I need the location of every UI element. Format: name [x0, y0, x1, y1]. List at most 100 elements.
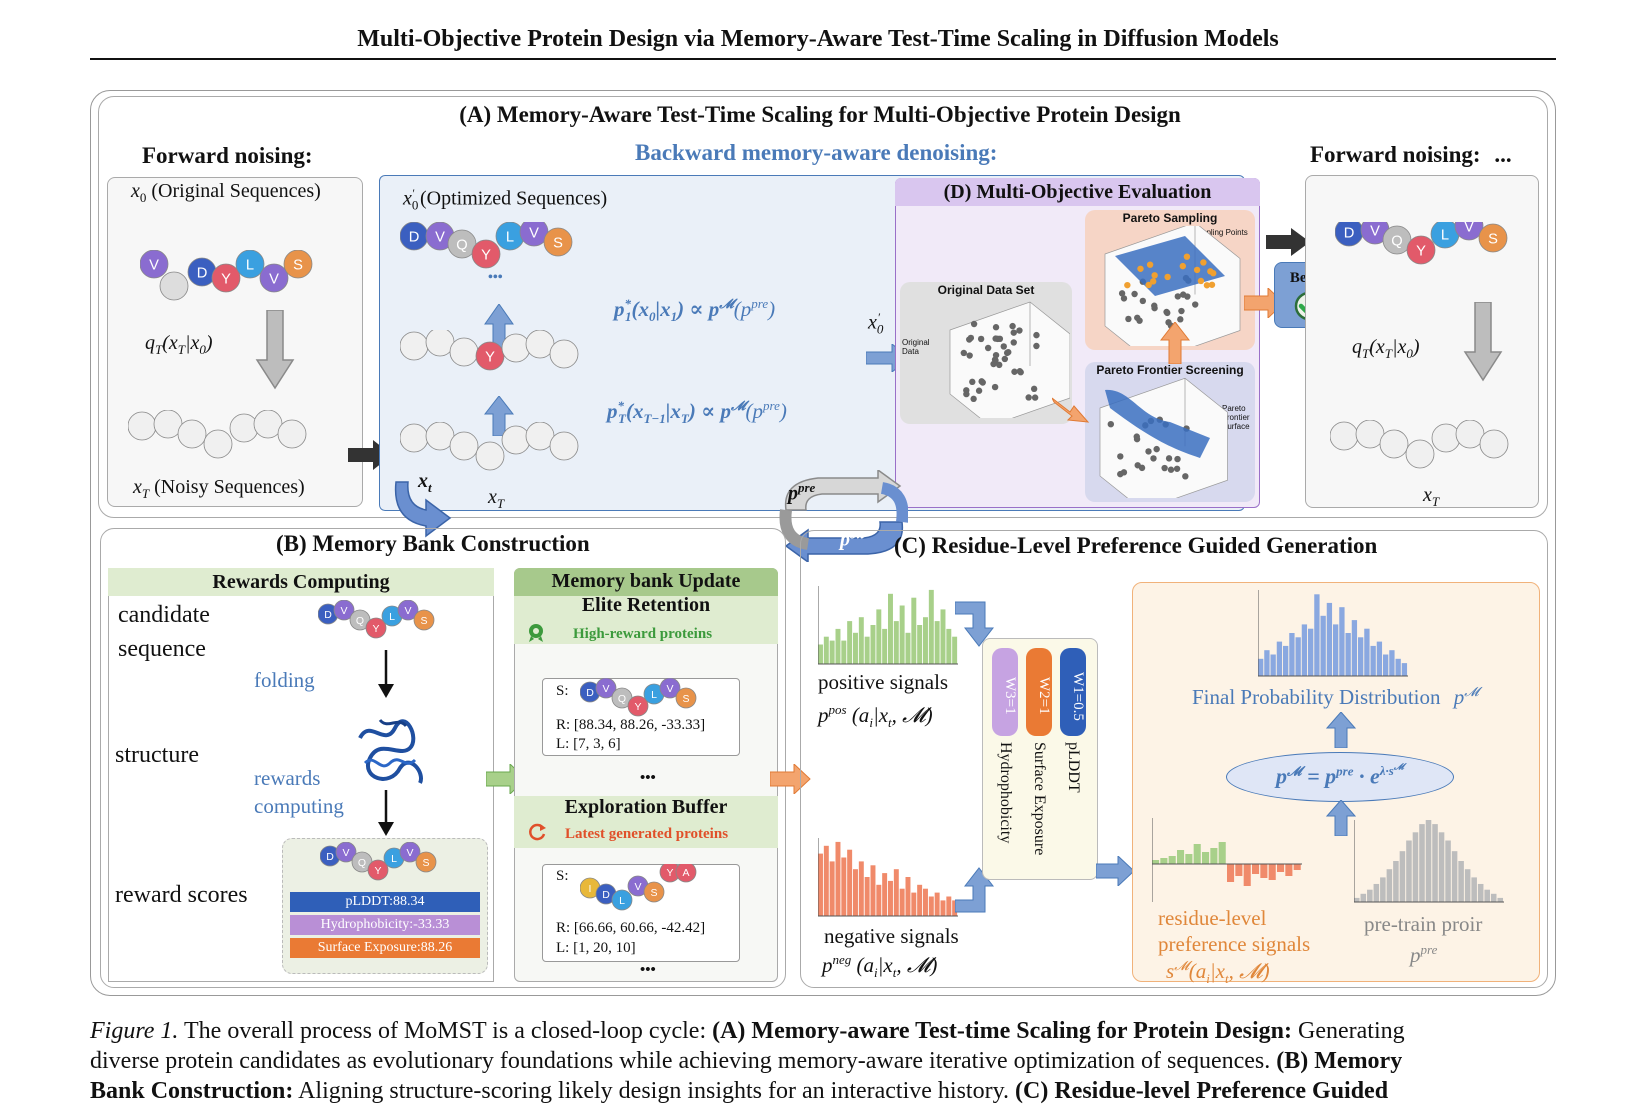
- xT-mid-label: xT: [488, 486, 505, 511]
- panel-b-frame: [100, 528, 786, 988]
- svg-text:Y: Y: [634, 701, 641, 713]
- elite-reward-values: R: [88.34, 88.26, -33.33]: [556, 717, 706, 733]
- panel-c-title: (C) Residue-Level Preference Guided Gene…: [894, 533, 1378, 558]
- noisy-beads-mid: [400, 422, 579, 471]
- svg-text:D: D: [409, 229, 420, 245]
- pareto-frontier-surface-label: Pareto Frontier Surface: [1222, 404, 1250, 431]
- svg-text:Y: Y: [485, 349, 495, 365]
- figure-caption-line-1: Figure 1. The overall process of MoMST i…: [90, 1018, 1405, 1044]
- xt-badge: xt: [418, 470, 432, 495]
- formula-ellipse: [1226, 752, 1454, 802]
- forward-noising-left-label: Forward noising:: [142, 143, 313, 168]
- svg-text:Y: Y: [221, 271, 231, 287]
- q-forward-left: qT(xT|x0): [145, 332, 213, 357]
- hydrophobicity-score: Hydrophobicity:-33.33: [290, 915, 480, 935]
- svg-text:Y: Y: [481, 247, 491, 263]
- equation-step-T: p*T(xT−1|xT) ∝ p𝓜(ppre): [607, 398, 787, 427]
- svg-text:V: V: [1370, 223, 1380, 239]
- candidate-label: candidate: [118, 602, 210, 628]
- panel-c-frame: [800, 530, 1548, 988]
- svg-text:Y: Y: [372, 623, 379, 635]
- p-pre-label: ppre: [1410, 942, 1438, 967]
- exploration-beads: I D LV SY A: [580, 864, 697, 911]
- figure-caption-line-2: diverse protein candidates as evolutiona…: [90, 1048, 1403, 1074]
- svg-text:V: V: [435, 229, 445, 245]
- svg-text:I: I: [589, 883, 592, 895]
- expl-l-values: L: [1, 20, 10]: [556, 940, 636, 956]
- elite-l-values: L: [7, 3, 6]: [556, 736, 621, 752]
- plddt-score: pLDDT:88.34: [290, 892, 480, 912]
- svg-text:V: V: [1464, 222, 1474, 235]
- x0-optimized-label: x0′ (Optimized Sequences): [403, 186, 608, 213]
- xT-noisy-label: xT (Noisy Sequences): [133, 476, 305, 501]
- formula: p𝓜 = ppre · eλ·s𝓜: [1276, 762, 1404, 789]
- backward-denoising-label: Backward memory-aware denoising:: [635, 140, 998, 165]
- down-arrow-right: [1463, 302, 1503, 382]
- svg-text:S: S: [650, 887, 657, 899]
- figure-caption-line-3: Bank Construction: Aligning structure-sc…: [90, 1078, 1389, 1104]
- svg-text:V: V: [634, 881, 641, 893]
- svg-text:Y: Y: [1416, 243, 1426, 259]
- expl-ellipsis: •••: [640, 962, 656, 978]
- svg-text:Q: Q: [356, 615, 364, 627]
- surface-exposure-score: Surface Exposure:88.26: [290, 938, 480, 958]
- header-rule: [90, 58, 1556, 60]
- svg-text:V: V: [404, 605, 411, 617]
- original-data-scatter: [949, 301, 1070, 418]
- down-arrow-rewards: [378, 790, 394, 836]
- xt-cycle-arrow: [394, 481, 452, 538]
- hydrophobicity-axis-label: Hydrophobicity: [997, 742, 1014, 844]
- rewards-computing-title: Rewards Computing: [212, 571, 390, 593]
- q-forward-right: qT(xT|x0): [1352, 336, 1420, 361]
- pM-badge: p𝓜: [840, 526, 865, 551]
- svg-text:D: D: [586, 687, 594, 699]
- residue-level-label: residue-level: [1158, 906, 1267, 930]
- preference-signals-histogram: [1152, 818, 1302, 902]
- positive-signals-histogram: [818, 586, 958, 665]
- sequence-label: sequence: [118, 636, 206, 662]
- optimized-sequence-beads: D V QYL VS: [400, 222, 573, 269]
- w3-bar: W3=1: [992, 648, 1018, 736]
- folding-label: folding: [254, 668, 315, 692]
- svg-text:V: V: [342, 847, 349, 859]
- protein-structure-icon: [358, 718, 423, 784]
- svg-text:Q: Q: [358, 857, 366, 869]
- svg-text:S: S: [420, 615, 427, 627]
- refresh-icon: [529, 823, 546, 841]
- x0-prime-mid-label: x0′: [868, 310, 884, 337]
- pareto-frontier-plot: [1099, 378, 1228, 498]
- ppre-pm-cycle-arrows: [779, 470, 908, 562]
- svg-text:L: L: [506, 229, 514, 245]
- rewards-computing-header: [108, 568, 494, 596]
- panel-b-title: (B) Memory Bank Construction: [276, 531, 590, 556]
- svg-text:D: D: [1344, 225, 1355, 241]
- right-noisy-beads: [1330, 420, 1509, 469]
- computing-label: computing: [254, 794, 344, 818]
- panel-a-title: (A) Memory-Aware Test-Time Scaling for M…: [459, 102, 1181, 127]
- p-pos-label: ppos (ai|xt, 𝓜): [818, 702, 933, 731]
- expl-reward-values: R: [66.66, 60.66, -42.42]: [556, 920, 706, 936]
- svg-text:L: L: [619, 895, 625, 907]
- original-data-set-label: Original Data Set: [937, 283, 1035, 297]
- ppre-badge: ppre: [788, 480, 816, 505]
- svg-text:S: S: [293, 257, 303, 273]
- negative-signals-histogram: [818, 838, 958, 917]
- up-arrow-formula: [1326, 800, 1356, 836]
- svg-text:L: L: [1441, 227, 1449, 243]
- x0-original-label: x0 (Original Sequences): [131, 180, 321, 205]
- forward-noising-left-box: [107, 177, 363, 507]
- reward-scores-label: reward scores: [115, 882, 248, 908]
- p-neg-label: pneg (ai|xt, 𝓜): [822, 952, 938, 981]
- svg-text:V: V: [666, 683, 673, 695]
- panel-d-title-bar: [895, 178, 1260, 206]
- blue-bent-arrow-negative: [955, 867, 995, 913]
- svg-text:L: L: [246, 257, 254, 273]
- svg-text:V: V: [602, 683, 609, 695]
- svg-text:V: V: [529, 225, 539, 241]
- expl-s-label: S:: [556, 868, 569, 884]
- latest-generated-label: Latest generated proteins: [565, 826, 729, 842]
- svg-text:D: D: [326, 851, 334, 863]
- elite-s-label: S:: [556, 683, 569, 699]
